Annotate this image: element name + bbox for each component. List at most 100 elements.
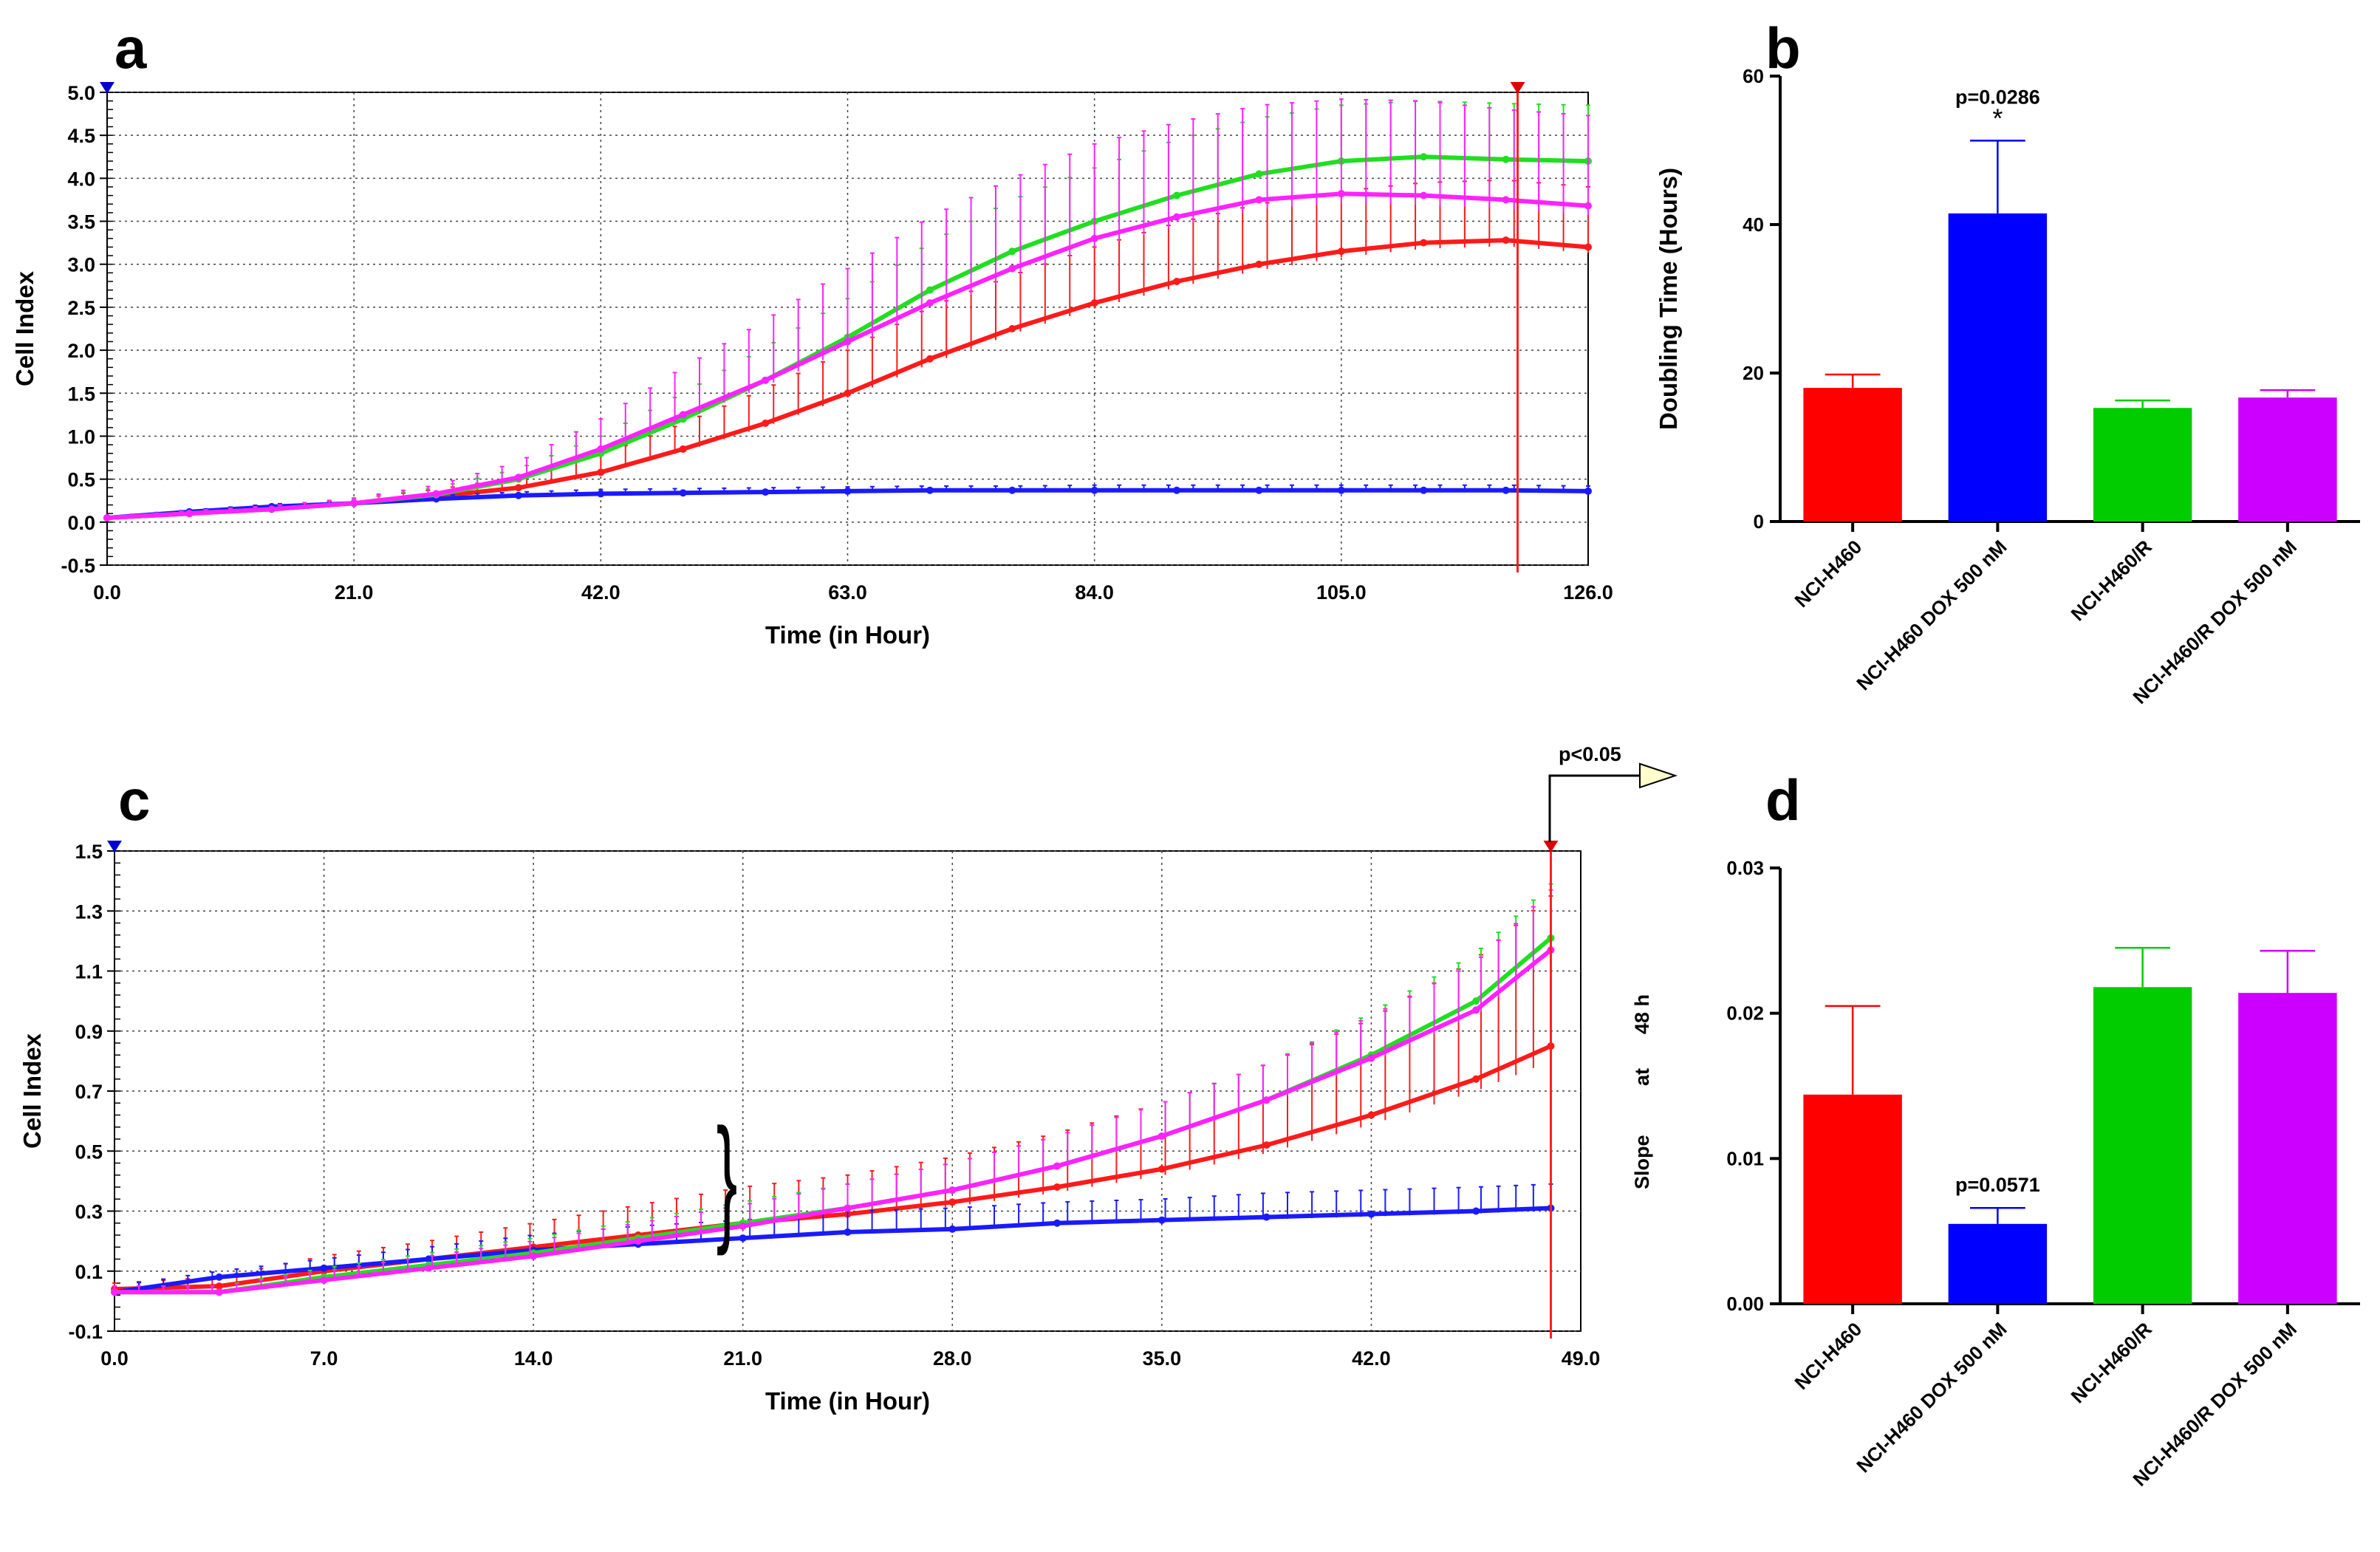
data-point-magenta <box>1173 213 1181 221</box>
x-tick-label: 0.0 <box>100 1347 129 1370</box>
y-tick-label: 0.7 <box>75 1081 103 1103</box>
y-tick-label: 5.0 <box>67 82 95 104</box>
data-point-magenta <box>679 411 687 419</box>
data-point-magenta <box>926 299 934 307</box>
data-point-red <box>597 468 605 476</box>
y-tick-label: 0.9 <box>75 1021 103 1043</box>
data-point-magenta <box>634 1237 642 1245</box>
data-point-green <box>926 286 934 294</box>
slope-at-label: at <box>1631 1068 1653 1086</box>
data-point-magenta <box>1502 196 1510 204</box>
bar-2 <box>1948 213 2048 522</box>
data-point-green <box>1420 153 1428 161</box>
data-point-magenta <box>1262 1096 1271 1104</box>
bar-2 <box>1948 1223 2048 1304</box>
data-point-magenta <box>844 338 852 346</box>
data-point-green <box>1472 997 1480 1005</box>
x-tick-label: 28.0 <box>933 1347 972 1370</box>
data-point-magenta <box>530 1252 538 1260</box>
data-point-blue <box>425 1255 433 1263</box>
data-point-magenta <box>514 474 522 482</box>
time-marker-triangle <box>1543 841 1559 852</box>
data-point-green <box>1502 155 1510 163</box>
y-tick-label: 60 <box>1743 65 1764 87</box>
category-label: NCI-H460/R <box>2067 536 2156 625</box>
data-point-red <box>1090 299 1098 307</box>
data-point-blue <box>1053 1219 1061 1227</box>
y-tick-label: -0.5 <box>61 555 95 577</box>
y-tick-label: 1.0 <box>67 425 95 448</box>
x-tick-label: 14.0 <box>514 1347 553 1370</box>
y-tick-label: 1.5 <box>67 383 95 405</box>
y-tick-label: 4.5 <box>67 125 95 147</box>
y-tick-label: 0.5 <box>67 469 95 491</box>
data-point-blue <box>320 1264 328 1272</box>
x-tick-label: 105.0 <box>1316 581 1367 604</box>
data-point-blue <box>844 487 852 495</box>
y-tick-label: 0.3 <box>75 1201 103 1223</box>
y-tick-label: 3.0 <box>67 254 95 276</box>
data-point-magenta <box>1584 202 1592 210</box>
y-tick-label: 2.5 <box>67 297 95 319</box>
pvalue-arrow: p<0.05 <box>1548 743 1678 842</box>
x-tick-label: 0.0 <box>93 581 121 604</box>
y-tick-label: 1.5 <box>75 841 103 863</box>
data-point-magenta <box>1472 1006 1480 1014</box>
data-point-red <box>1584 243 1592 251</box>
x-tick-label: 84.0 <box>1075 581 1114 604</box>
data-point-red <box>1008 325 1016 332</box>
data-point-blue <box>1255 486 1263 494</box>
data-point-blue <box>1584 487 1592 495</box>
data-point-blue <box>844 1228 852 1236</box>
data-point-blue <box>1262 1213 1271 1221</box>
data-point-blue <box>1337 486 1345 494</box>
data-point-blue <box>1502 486 1510 494</box>
x-tick-label: 21.0 <box>723 1347 762 1370</box>
x-tick-label: 42.0 <box>1352 1347 1391 1370</box>
data-point-magenta <box>1053 1162 1061 1170</box>
significance-star: * <box>1992 103 2003 133</box>
data-point-red <box>1472 1075 1480 1083</box>
data-point-blue <box>514 491 522 499</box>
data-point-red <box>762 420 770 427</box>
panel-label-b: b <box>1765 16 1801 81</box>
data-point-blue <box>1008 486 1016 494</box>
category-label: NCI-H460/R DOX 500 nM <box>2128 536 2301 708</box>
y-tick-label: 1.3 <box>75 900 103 923</box>
data-point-blue <box>215 1273 223 1281</box>
data-point-magenta <box>844 1204 852 1212</box>
data-point-magenta <box>1367 1054 1375 1062</box>
data-point-magenta <box>597 445 605 453</box>
panel-label-a: a <box>114 16 147 81</box>
data-point-magenta <box>267 505 276 513</box>
y-tick-label: 0 <box>1754 510 1764 533</box>
data-point-red <box>1173 278 1181 285</box>
data-point-magenta <box>1337 190 1345 198</box>
data-point-magenta <box>103 514 111 522</box>
x-tick-label: 126.0 <box>1563 581 1613 604</box>
data-point-magenta <box>1420 191 1428 199</box>
start-marker-triangle <box>107 841 122 852</box>
data-point-blue <box>1157 1216 1166 1224</box>
pvalue-d-label: p=0.0571 <box>1955 1174 2040 1196</box>
data-point-red <box>844 389 852 397</box>
bar-1 <box>1803 1094 1902 1304</box>
category-label: NCI-H460 DOX 500 nM <box>1852 1318 2011 1477</box>
bar-4 <box>2238 993 2337 1304</box>
data-point-blue <box>597 490 605 498</box>
data-point-green <box>1173 191 1181 199</box>
category-label: NCI-H460/R DOX 500 nM <box>2128 1318 2301 1491</box>
y-tick-label: 0.03 <box>1726 857 1764 879</box>
data-point-blue <box>948 1225 957 1233</box>
y-tick-label: -0.1 <box>68 1321 103 1343</box>
category-label: NCI-H460 DOX 500 nM <box>1852 536 2011 694</box>
data-point-magenta <box>111 1288 118 1296</box>
y-axis-title: Cell Index <box>11 270 38 386</box>
y-tick-label: 0.02 <box>1726 1002 1764 1025</box>
panel-label-d: d <box>1765 768 1801 833</box>
bar-1 <box>1803 388 1902 522</box>
line-chart-c: 0.0 7.0 14.0 21.0 28.0 35.0 42.0 49.0 -0.1 0.1 0.3… <box>18 841 1600 1415</box>
